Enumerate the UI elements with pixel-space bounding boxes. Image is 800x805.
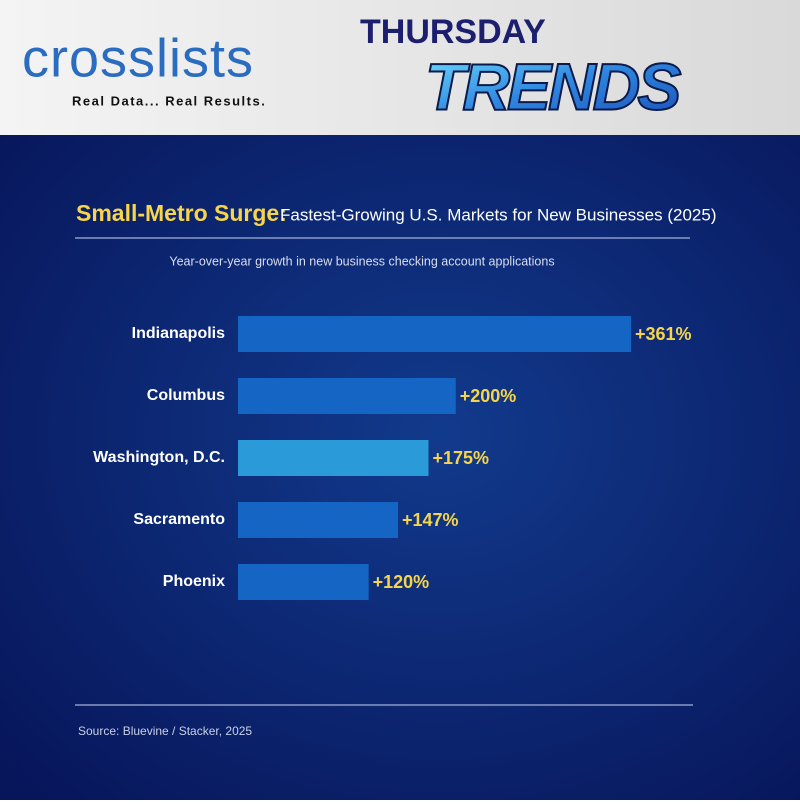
value-label: +175%: [433, 448, 490, 468]
day: THURSDAY: [360, 13, 546, 51]
value-label: +120%: [373, 572, 430, 592]
category-label: Sacramento: [133, 511, 225, 528]
brand: crosslists: [22, 28, 254, 88]
source: Source: Bluevine / Stacker, 2025: [78, 724, 252, 738]
value-label: +147%: [402, 510, 459, 530]
category-label: Columbus: [147, 387, 225, 404]
category-label: Washington, D.C.: [93, 449, 225, 466]
value-label: +200%: [460, 386, 517, 406]
title-lead: Small-Metro Surge:: [76, 200, 287, 226]
bar: [238, 564, 369, 600]
bar: [238, 316, 631, 352]
bar: [238, 502, 399, 538]
tagline: Real Data... Real Results.: [72, 93, 266, 108]
value-label: +361%: [635, 324, 692, 344]
chart-title: Fastest-Growing U.S. Markets for New Bus…: [280, 205, 716, 224]
header-bg: [0, 0, 800, 135]
subtitle: Year-over-year growth in new business ch…: [169, 254, 554, 268]
bar: [238, 440, 429, 476]
category-label: Phoenix: [163, 573, 225, 590]
series-name: TRENDS: [425, 49, 681, 123]
bars: Indianapolis +361% Columbus +200% Washington…: [93, 316, 692, 600]
bar: [238, 378, 456, 414]
category-label: Indianapolis: [132, 325, 225, 342]
